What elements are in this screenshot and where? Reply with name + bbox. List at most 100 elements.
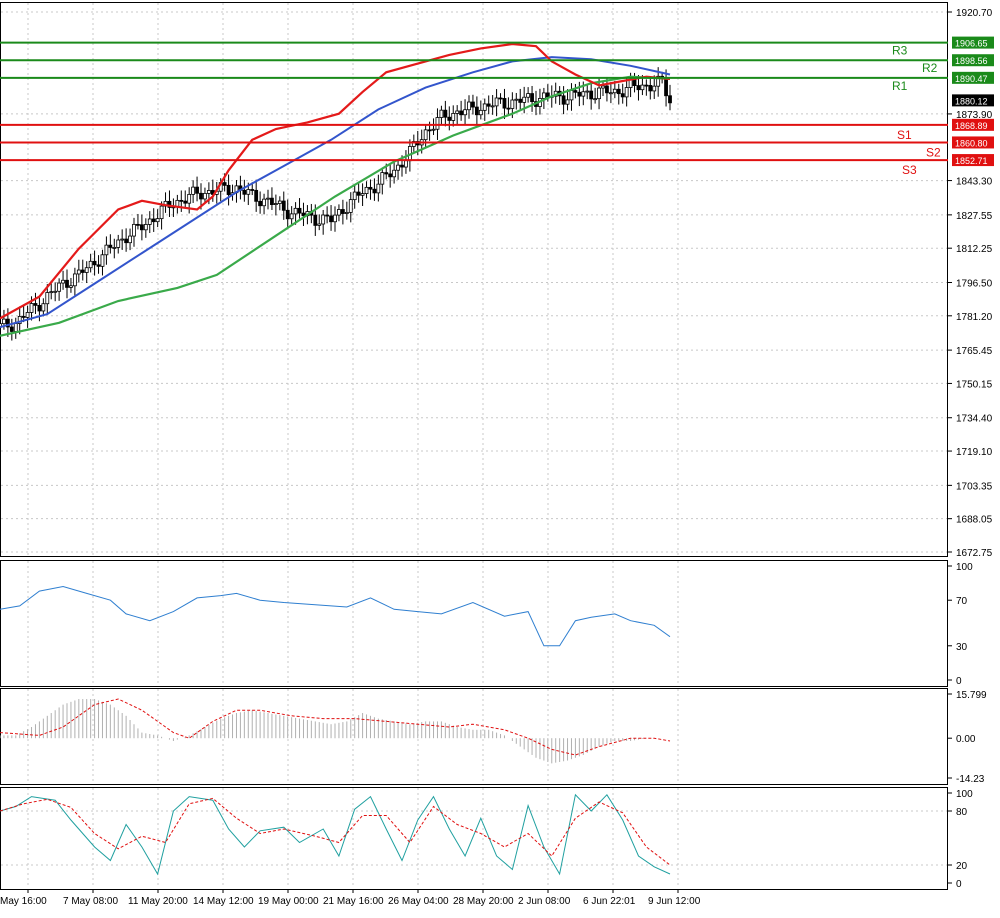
candle-body: [112, 247, 117, 249]
ema-slow-line: [0, 75, 671, 337]
candle-body: [455, 110, 460, 114]
candle-body: [2, 318, 6, 325]
stoch-axis-label: 0: [956, 879, 962, 890]
candle-body: [258, 200, 263, 207]
candle-body: [605, 85, 609, 94]
candle-body: [337, 209, 341, 216]
stoch-d-line: [0, 797, 671, 866]
rsi-axis-label: 30: [956, 642, 968, 653]
level-value-tag: [952, 71, 994, 84]
rsi-axis-label: 70: [956, 596, 968, 607]
level-label-s3: S3: [902, 163, 917, 177]
candle-body: [348, 199, 353, 213]
candle-body: [589, 90, 594, 100]
candle-body: [372, 188, 377, 194]
level-label-r3: R3: [892, 44, 908, 58]
candle-body: [9, 326, 14, 332]
candle-body: [545, 92, 550, 98]
candle-body: [569, 90, 574, 101]
candle-body: [506, 107, 511, 110]
candle-body: [380, 172, 385, 185]
candle-body: [277, 200, 282, 204]
candle-body: [313, 214, 318, 226]
stoch-axis-label: 100: [956, 789, 973, 800]
candle-body: [0, 323, 2, 328]
time-axis-label: 28 May 20:00: [453, 896, 514, 907]
candle-body: [246, 189, 251, 195]
candle-body: [270, 197, 274, 205]
candle-body: [293, 207, 298, 215]
candle-body: [340, 209, 345, 214]
candle-body: [498, 97, 503, 100]
candle-body: [250, 189, 255, 191]
candle-body: [628, 79, 633, 88]
candle-body: [620, 93, 625, 98]
candle-body: [5, 318, 10, 328]
candle-body: [33, 303, 38, 306]
candle-body: [167, 200, 172, 208]
candle-body: [242, 189, 247, 195]
time-axis-label: May 16:00: [0, 896, 47, 907]
candle-body: [37, 304, 42, 312]
candle-body: [494, 97, 499, 107]
level-value-tag: [952, 54, 994, 67]
candle-body: [187, 193, 192, 204]
candle-body: [573, 90, 578, 93]
current-price-tag: [952, 94, 994, 107]
price-axis-label: 1827.55: [956, 211, 993, 222]
level-value-label: 1906.65: [955, 39, 988, 49]
candle-body: [333, 214, 337, 223]
candle-body: [297, 207, 302, 214]
time-axis-label: 7 May 08:00: [63, 896, 118, 907]
candle-body: [57, 282, 62, 292]
price-axis-label: 1796.50: [956, 278, 993, 289]
candle-body: [226, 184, 231, 195]
candle-body: [668, 95, 672, 104]
price-axis-label: 1920.70: [956, 8, 993, 19]
candle-body: [541, 92, 546, 99]
candle-body: [285, 209, 290, 220]
candle-body: [329, 215, 333, 223]
candle-body: [482, 103, 487, 111]
candle-body: [206, 190, 211, 194]
candle-body: [96, 264, 101, 267]
candle-body: [120, 238, 125, 241]
macd-axis-label: -14.23: [956, 774, 985, 785]
macd-axis-label: 0.00: [956, 734, 976, 745]
candle-body: [478, 109, 483, 116]
candle-body: [128, 235, 132, 244]
candle-body: [199, 192, 203, 200]
candle-body: [222, 182, 227, 186]
time-axis-label: 21 May 16:00: [323, 896, 384, 907]
candle-body: [65, 279, 69, 288]
candle-body: [151, 218, 156, 223]
candle-body: [486, 103, 491, 107]
candle-body: [392, 169, 397, 178]
candle-body: [616, 88, 621, 95]
candle-body: [640, 84, 645, 91]
candle-body: [518, 98, 523, 103]
candle-body: [463, 109, 467, 116]
candle-body: [593, 98, 598, 101]
candle-body: [364, 186, 369, 194]
candle-body: [435, 117, 440, 130]
candle-body: [577, 91, 582, 97]
candle-body: [136, 223, 140, 226]
candle-body: [21, 316, 26, 318]
level-label-s2: S2: [926, 145, 941, 159]
candle-body: [266, 197, 270, 200]
candle-body: [384, 172, 389, 175]
level-value-tag: [952, 154, 994, 167]
candle-body: [88, 260, 93, 269]
time-axis-label: 14 May 12:00: [193, 896, 254, 907]
price-axis-label: 1812.25: [956, 244, 993, 255]
level-label-r1: R1: [892, 79, 908, 93]
candle-body: [45, 292, 50, 305]
candle-body: [427, 129, 432, 132]
candle-body: [490, 105, 495, 108]
candle-body: [502, 98, 507, 109]
candle-body: [624, 87, 629, 98]
candle-body: [376, 183, 381, 194]
